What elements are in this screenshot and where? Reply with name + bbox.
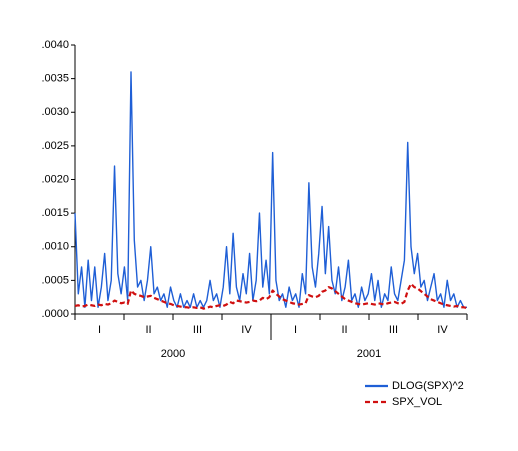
legend-label: DLOG(SPX)^2 [392,380,464,392]
year-label: 2001 [357,348,381,360]
legend-label: SPX_VOL [392,396,442,408]
quarter-label: I [98,324,101,336]
quarter-label: IV [437,324,448,336]
year-label: 2000 [161,348,185,360]
quarter-label: I [294,324,297,336]
quarter-label: III [193,324,202,336]
y-tick-label: .0010 [41,241,69,253]
y-tick-label: .0035 [41,73,69,85]
y-tick-label: .0000 [41,308,69,320]
series-line [74,282,468,310]
y-tick-label: .0030 [41,106,69,118]
y-tick-label: .0015 [41,207,69,219]
quarter-label: III [389,324,398,336]
series-line [74,71,467,308]
y-tick-label: .0025 [41,140,69,152]
y-tick-label: .0005 [41,274,69,286]
quarter-label: IV [241,324,252,336]
y-tick-label: .0020 [41,173,69,185]
quarter-label: II [145,324,151,336]
quarter-label: II [341,324,347,336]
y-tick-label: .0040 [41,39,69,51]
